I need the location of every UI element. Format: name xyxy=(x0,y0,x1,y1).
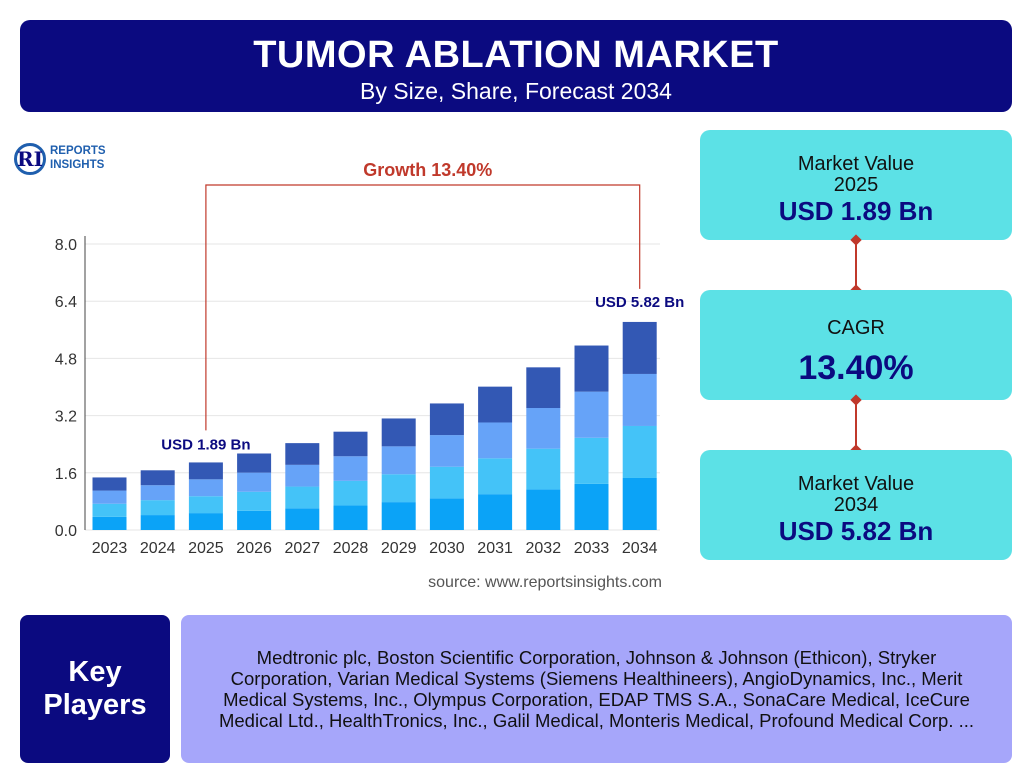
start-value-label: USD 1.89 Bn xyxy=(161,436,250,453)
bar-segment-2030-1 xyxy=(429,498,464,530)
key-players-label: Key Players xyxy=(20,615,170,763)
y-tick-label: 1.6 xyxy=(55,466,77,483)
bar-segment-2025-4 xyxy=(188,462,223,480)
bar-segment-2025-2 xyxy=(188,496,223,514)
card-value: 13.40% xyxy=(798,349,914,387)
cagr-card: CAGR 13.40% xyxy=(700,290,1012,400)
x-tick-label: 2030 xyxy=(429,540,465,557)
bar-segment-2030-2 xyxy=(429,466,464,499)
x-tick-label: 2024 xyxy=(140,540,176,557)
bar-segment-2028-4 xyxy=(333,431,368,457)
bar-segment-2030-4 xyxy=(429,403,464,436)
bar-segment-2026-4 xyxy=(237,453,272,473)
bar-segment-2034-3 xyxy=(622,373,657,426)
bar-segment-2023-1 xyxy=(92,516,127,530)
bar-segment-2027-3 xyxy=(285,464,320,487)
bar-segment-2033-1 xyxy=(574,483,609,530)
bar-segment-2026-3 xyxy=(237,472,272,492)
bar-segment-2032-2 xyxy=(526,448,561,490)
bar-segment-2024-2 xyxy=(140,500,175,516)
y-tick-label: 3.2 xyxy=(55,409,77,426)
growth-label: Growth 13.40% xyxy=(363,160,492,180)
bar-segment-2034-1 xyxy=(622,477,657,530)
bar-segment-2023-4 xyxy=(92,477,127,491)
bar-segment-2033-4 xyxy=(574,345,609,392)
bar-segment-2029-2 xyxy=(381,474,416,503)
bar-segment-2028-1 xyxy=(333,505,368,530)
bar-segment-2026-1 xyxy=(237,510,272,530)
card-label: Market Value xyxy=(797,473,915,495)
source-label: source: www.reportsinsights.com xyxy=(428,574,662,591)
bar-segment-2023-3 xyxy=(92,490,127,504)
bar-segment-2032-4 xyxy=(526,367,561,409)
card-value: USD 1.89 Bn xyxy=(778,196,934,226)
bar-segment-2029-4 xyxy=(381,418,416,447)
y-tick-label: 4.8 xyxy=(55,351,77,368)
x-tick-label: 2028 xyxy=(333,540,369,557)
market-bar-chart: 0.0 1.6 3.2 4.8 6.4 8.0 2023 2024 2025 2026 2027 20… xyxy=(55,160,685,591)
y-tick-label: 8.0 xyxy=(55,237,77,254)
x-tick-label: 2029 xyxy=(381,540,417,557)
x-tick-label: 2033 xyxy=(574,540,610,557)
logo-mark: RI xyxy=(14,143,46,175)
bar-segment-2031-4 xyxy=(478,386,513,423)
bar-segment-2030-3 xyxy=(429,435,464,467)
bar-segment-2031-1 xyxy=(478,494,513,530)
header-banner: TUMOR ABLATION MARKET By Size, Share, Fo… xyxy=(20,20,1012,112)
x-tick-label: 2034 xyxy=(622,540,658,557)
bar-segment-2024-3 xyxy=(140,485,175,501)
bar-segment-2034-2 xyxy=(622,425,657,478)
bar-segment-2027-1 xyxy=(285,508,320,530)
card-label: CAGR xyxy=(827,317,885,339)
market-value-2034-card: Market Value 2034 USD 5.82 Bn xyxy=(700,450,1012,560)
bar-segment-2027-2 xyxy=(285,486,320,509)
market-value-2025-card: Market Value 2025 USD 1.89 Bn xyxy=(700,130,1012,240)
key-players-label-line-1: Key xyxy=(68,656,122,688)
logo-text: REPORTS INSIGHTS xyxy=(50,144,106,172)
bar-segment-2031-3 xyxy=(478,422,513,459)
bar-segment-2032-3 xyxy=(526,408,561,449)
card-year: 2025 xyxy=(833,174,879,196)
bar-segment-2025-3 xyxy=(188,479,223,497)
bar-segment-2032-1 xyxy=(526,489,561,530)
bar-segment-2029-1 xyxy=(381,502,416,530)
growth-bracket xyxy=(205,184,641,431)
key-players-list: Medtronic plc, Boston Scientific Corpora… xyxy=(181,615,1012,763)
key-players-text: Medtronic plc, Boston Scientific Corpora… xyxy=(218,647,975,731)
bar-segment-2023-2 xyxy=(92,503,127,517)
connector-line xyxy=(855,240,857,290)
logo-line-2: INSIGHTS xyxy=(50,159,105,171)
bar-segment-2031-2 xyxy=(478,458,513,495)
bar-segment-2024-1 xyxy=(140,515,175,530)
logo-line-1: REPORTS xyxy=(50,145,106,157)
card-value: USD 5.82 Bn xyxy=(778,516,934,546)
bar-segment-2028-3 xyxy=(333,456,368,481)
x-tick-label: 2023 xyxy=(92,540,128,557)
bar-segment-2026-2 xyxy=(237,491,272,511)
key-players-label-line-2: Players xyxy=(43,689,147,721)
bar-segment-2027-4 xyxy=(285,443,320,465)
bar-segment-2033-2 xyxy=(574,437,609,484)
reports-insights-logo: RI REPORTS INSIGHTS xyxy=(14,143,134,177)
card-year: 2034 xyxy=(833,494,879,516)
y-tick-label: 0.0 xyxy=(55,523,77,540)
bar-segment-2029-3 xyxy=(381,446,416,475)
bar-segment-2024-4 xyxy=(140,470,175,486)
x-tick-label: 2027 xyxy=(285,540,321,557)
x-tick-label: 2025 xyxy=(188,540,224,557)
end-value-label: USD 5.82 Bn xyxy=(595,294,684,311)
x-tick-label: 2026 xyxy=(236,540,272,557)
y-tick-label: 6.4 xyxy=(55,294,77,311)
x-tick-label: 2032 xyxy=(526,540,562,557)
bar-segment-2033-3 xyxy=(574,391,609,438)
page-title: TUMOR ABLATION MARKET xyxy=(253,34,779,76)
bar-segment-2025-1 xyxy=(188,513,223,530)
bar-segment-2034-4 xyxy=(622,321,657,374)
bar-segment-2028-2 xyxy=(333,480,368,506)
connector-line xyxy=(855,400,857,450)
card-label: Market Value xyxy=(797,153,915,175)
x-tick-label: 2031 xyxy=(477,540,513,557)
page-subtitle: By Size, Share, Forecast 2034 xyxy=(360,78,672,104)
